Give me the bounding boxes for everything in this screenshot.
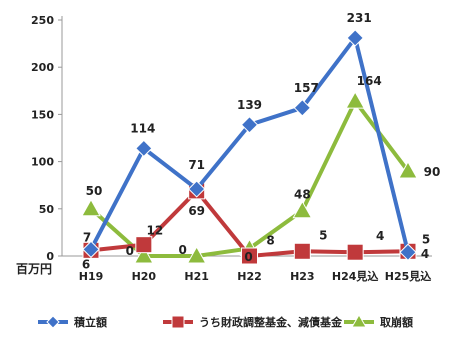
data-label: 7 (83, 230, 91, 244)
y-axis-unit-label: 百万円 (16, 262, 52, 276)
data-point-triangle (345, 91, 366, 109)
legend-item: うち財政調整基金、減債基金 (163, 315, 343, 329)
data-point-triangle (351, 314, 367, 328)
data-point-triangle (133, 245, 154, 264)
data-label: 157 (294, 81, 319, 95)
data-label: 8 (266, 233, 274, 247)
data-point-diamond (46, 315, 60, 329)
legend-label: 積立額 (73, 315, 107, 329)
data-point-square (241, 247, 258, 265)
legend: 積立額 うち財政調整基金、減債基金 取崩額 (38, 314, 413, 329)
x-tick-label: H24見込 (332, 269, 379, 283)
data-point-diamond (82, 240, 100, 259)
data-label: 5 (422, 232, 430, 246)
data-point-square (346, 243, 364, 261)
y-tick-label: 0 (46, 250, 54, 263)
data-label: 48 (294, 188, 311, 202)
data-point-square (293, 242, 311, 260)
y-tick-label: 50 (39, 203, 55, 216)
x-tick-labels: H19 H20 H21 H22 H23 H24見込 H25見込 (79, 269, 432, 283)
series-layer (81, 29, 418, 265)
y-tick-label: 200 (31, 61, 54, 74)
data-point-triangle (81, 198, 101, 217)
x-tick-label: H19 (79, 270, 104, 283)
data-point-triangle (292, 200, 313, 219)
data-label: 139 (237, 98, 262, 112)
x-tick-label: H22 (237, 270, 262, 283)
x-tick-label: H23 (290, 270, 315, 283)
legend-item: 積立額 (38, 315, 107, 329)
legend-label: うち財政調整基金、減債基金 (199, 315, 343, 329)
data-point-diamond (135, 139, 153, 158)
data-point-diamond (240, 116, 259, 134)
y-tick-label: 150 (31, 108, 54, 121)
data-label: 6 (82, 257, 90, 271)
y-tick-label: 250 (31, 14, 54, 27)
data-label: 0 (126, 244, 134, 258)
x-tick-label: H21 (184, 270, 209, 283)
y-tick-labels: 0 50 100 150 200 250 (31, 14, 62, 263)
legend-label: 取崩額 (380, 315, 413, 329)
data-label: 231 (347, 11, 372, 25)
data-point-triangle (398, 161, 418, 179)
data-label: 114 (130, 121, 155, 135)
data-label: 12 (146, 224, 163, 238)
data-label: 0 (178, 243, 186, 257)
x-tick-label: H25見込 (385, 269, 432, 283)
y-tick-label: 100 (31, 156, 54, 169)
data-point-diamond (293, 99, 312, 117)
data-label: 90 (424, 165, 441, 179)
data-label: 5 (319, 228, 327, 242)
data-label: 4 (421, 247, 429, 261)
x-tick-label: H20 (132, 270, 157, 283)
data-point-diamond (187, 180, 206, 198)
data-point-diamond (346, 29, 364, 47)
series-diamond (82, 29, 417, 261)
data-label: 71 (188, 158, 205, 172)
data-label: 69 (188, 204, 205, 218)
data-point-diamond (399, 243, 417, 261)
data-point-triangle (186, 245, 207, 264)
legend-item: 取崩額 (344, 314, 413, 329)
data-point-square (135, 236, 153, 254)
axes (61, 16, 432, 257)
data-label: 4 (376, 229, 384, 243)
data-label: 0 (244, 250, 252, 264)
data-label: 164 (357, 74, 382, 88)
data-point-square (171, 315, 185, 329)
data-label: 50 (86, 184, 103, 198)
